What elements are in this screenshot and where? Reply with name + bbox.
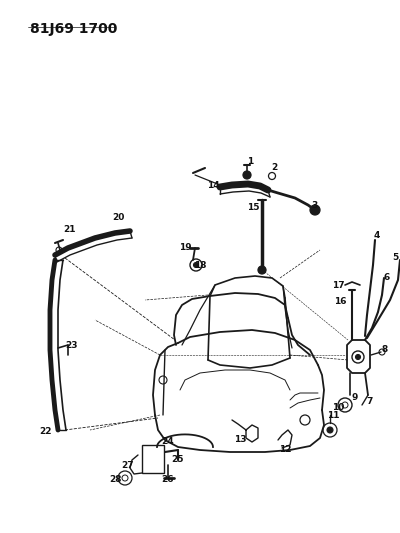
Text: 1: 1 bbox=[247, 157, 253, 166]
Text: 9: 9 bbox=[352, 393, 358, 402]
Text: 7: 7 bbox=[367, 398, 373, 407]
Text: 11: 11 bbox=[327, 410, 339, 419]
Text: 15: 15 bbox=[247, 204, 259, 213]
Text: 21: 21 bbox=[64, 225, 76, 235]
Text: 10: 10 bbox=[332, 403, 344, 413]
Text: 81J69 1700: 81J69 1700 bbox=[30, 22, 117, 36]
Text: 19: 19 bbox=[179, 244, 191, 253]
Text: 8: 8 bbox=[382, 345, 388, 354]
Text: 27: 27 bbox=[122, 462, 134, 471]
Circle shape bbox=[243, 171, 251, 179]
Text: 6: 6 bbox=[384, 273, 390, 282]
Text: 24: 24 bbox=[162, 438, 174, 447]
Text: 2: 2 bbox=[271, 164, 277, 173]
Circle shape bbox=[258, 266, 266, 274]
Text: 14: 14 bbox=[207, 181, 219, 190]
Circle shape bbox=[194, 262, 198, 268]
Text: 25: 25 bbox=[172, 456, 184, 464]
Circle shape bbox=[327, 427, 333, 433]
Text: 17: 17 bbox=[332, 280, 344, 289]
Text: 12: 12 bbox=[279, 446, 291, 455]
Circle shape bbox=[356, 354, 360, 359]
Text: 18: 18 bbox=[194, 261, 206, 270]
Text: 26: 26 bbox=[162, 475, 174, 484]
Text: 28: 28 bbox=[109, 475, 121, 484]
Text: 22: 22 bbox=[39, 427, 51, 437]
Text: 4: 4 bbox=[374, 230, 380, 239]
Text: 5: 5 bbox=[392, 253, 398, 262]
Text: 20: 20 bbox=[112, 214, 124, 222]
Text: 3: 3 bbox=[312, 200, 318, 209]
Text: 23: 23 bbox=[66, 341, 78, 350]
Text: 13: 13 bbox=[234, 435, 246, 445]
Text: 16: 16 bbox=[334, 297, 346, 306]
Circle shape bbox=[310, 205, 320, 215]
